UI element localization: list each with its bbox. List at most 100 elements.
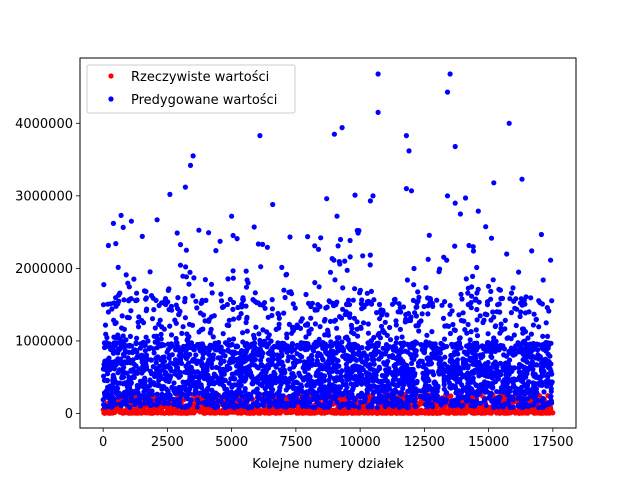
data-point-predicted (540, 364, 546, 370)
data-point-predicted (254, 300, 260, 306)
data-point-predicted (346, 368, 353, 374)
data-point-predicted (382, 378, 388, 384)
data-point-predicted (282, 294, 288, 301)
data-point-predicted (487, 345, 493, 351)
data-point-predicted (307, 357, 313, 363)
data-point-predicted (396, 404, 403, 410)
data-point-predicted (514, 306, 520, 312)
data-point-predicted (503, 365, 509, 371)
data-point-predicted (243, 303, 249, 309)
data-point-predicted (430, 386, 436, 392)
data-point-predicted (298, 340, 304, 346)
data-point-predicted (469, 398, 475, 404)
legend-marker-blue (108, 96, 114, 102)
data-point-predicted (149, 316, 156, 322)
data-point-predicted (488, 235, 495, 241)
data-point-predicted (309, 300, 315, 306)
data-point-predicted (335, 243, 341, 249)
x-tick-label: 12500 (404, 435, 445, 450)
data-point-predicted (445, 364, 451, 370)
data-point-predicted (220, 331, 226, 337)
data-point-predicted (390, 345, 396, 351)
data-point-predicted (474, 333, 481, 339)
data-point-predicted (506, 397, 512, 403)
data-point-predicted (328, 339, 334, 345)
data-point-predicted (388, 370, 394, 376)
data-point-predicted (251, 332, 257, 338)
data-point-predicted (342, 335, 348, 341)
data-point-predicted (511, 376, 517, 382)
data-point-predicted (119, 313, 125, 319)
data-point-predicted (244, 328, 250, 334)
data-point-predicted (338, 373, 344, 379)
data-point-predicted (237, 350, 243, 356)
data-point-predicted (428, 361, 434, 367)
legend-marker-red (108, 73, 114, 79)
data-point-predicted (127, 342, 133, 348)
data-point-predicted (127, 404, 133, 410)
data-point-predicted (524, 396, 531, 402)
data-point-actual (312, 410, 318, 416)
data-point-predicted (171, 380, 177, 386)
data-point-predicted (212, 391, 218, 397)
data-point-predicted (506, 350, 513, 356)
data-point-predicted (317, 386, 323, 392)
data-point-predicted (367, 198, 373, 204)
data-point-predicted (133, 341, 139, 347)
data-point-predicted (230, 232, 236, 239)
data-point-predicted (304, 342, 310, 348)
data-point-predicted (441, 378, 447, 384)
data-point-actual (451, 410, 458, 416)
data-point-predicted (548, 393, 554, 399)
data-point-predicted (501, 346, 507, 352)
data-point-predicted (387, 337, 394, 343)
data-point-predicted (266, 398, 272, 404)
data-point-predicted (497, 360, 504, 366)
data-point-predicted (256, 402, 262, 408)
data-point-predicted (226, 317, 232, 323)
data-point-actual (428, 410, 434, 416)
data-point-predicted (441, 336, 448, 342)
data-point-predicted (413, 304, 419, 310)
data-point-predicted (253, 350, 259, 356)
data-point-predicted (400, 304, 407, 310)
data-point-predicted (226, 380, 232, 386)
data-point-predicted (312, 321, 318, 327)
data-point-predicted (268, 338, 274, 344)
data-point-predicted (238, 311, 244, 317)
data-point-predicted (311, 341, 317, 347)
data-point-predicted (101, 282, 107, 288)
data-point-predicted (540, 333, 546, 339)
data-point-predicted (177, 308, 183, 314)
data-point-predicted (284, 271, 290, 277)
data-point-predicted (104, 392, 110, 398)
data-point-predicted (444, 193, 451, 199)
data-point-predicted (107, 367, 113, 373)
data-point-predicted (275, 340, 281, 346)
data-point-predicted (440, 370, 446, 376)
data-point-predicted (382, 319, 388, 325)
data-point-predicted (371, 397, 377, 403)
x-axis-ticks: 0 2500 5000 7500 10000 12500 15000 17500 (99, 428, 574, 450)
data-point-predicted (526, 389, 532, 395)
data-point-predicted (317, 373, 323, 379)
data-point-predicted (457, 376, 463, 382)
data-point-actual (434, 404, 440, 410)
data-point-predicted (332, 277, 338, 283)
data-point-predicted (322, 316, 328, 323)
data-point-predicted (260, 339, 266, 345)
data-point-predicted (474, 290, 480, 296)
data-point-predicted (370, 372, 377, 378)
data-point-predicted (470, 359, 476, 365)
data-point-predicted (364, 375, 370, 381)
data-point-predicted (337, 236, 344, 243)
data-point-predicted (477, 400, 483, 406)
data-point-predicted (541, 372, 547, 378)
data-point-predicted (331, 388, 337, 394)
data-point-actual (487, 410, 493, 416)
data-point-predicted (371, 367, 377, 373)
data-point-predicted (531, 311, 537, 317)
x-tick-label: 5000 (215, 435, 248, 450)
data-point-predicted (252, 290, 258, 296)
data-point-predicted (188, 373, 194, 379)
